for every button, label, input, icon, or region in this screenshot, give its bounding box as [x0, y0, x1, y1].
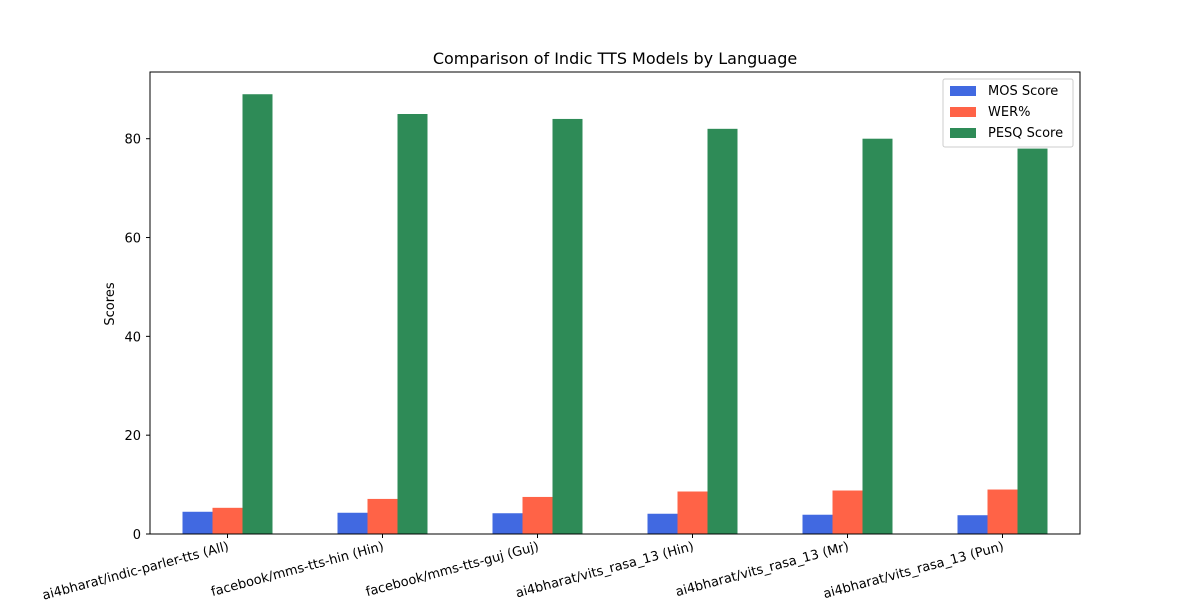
bar: [492, 513, 523, 534]
bar: [862, 138, 893, 535]
legend-swatch: [950, 107, 976, 117]
x-tick-label: facebook/mms-tts-guj (Guj): [364, 539, 540, 600]
chart-title: Comparison of Indic TTS Models by Langua…: [433, 49, 797, 68]
x-tick-label: ai4bharat/vits_rasa_13 (Pun): [822, 539, 1006, 600]
bar: [397, 114, 428, 534]
bar: [182, 511, 213, 534]
bar: [337, 512, 368, 534]
bar: [367, 498, 398, 534]
legend-swatch: [950, 128, 976, 138]
bar: [707, 128, 738, 534]
bar: [647, 513, 678, 534]
bar: [987, 489, 1018, 534]
y-tick-label: 0: [133, 528, 141, 543]
legend-label: MOS Score: [988, 84, 1058, 99]
bar: [802, 514, 833, 534]
legend: MOS Score WER% PESQ Score: [942, 78, 1074, 148]
x-tick-label: facebook/mms-tts-hin (Hin): [210, 539, 386, 600]
bar: [1017, 148, 1048, 534]
y-tick-label: 60: [124, 232, 141, 247]
x-tick-label: ai4bharat/vits_rasa_13 (Hin): [514, 539, 695, 600]
legend-label: PESQ Score: [988, 126, 1063, 141]
bar: [242, 94, 273, 534]
y-tick-label: 40: [124, 330, 141, 345]
y-tick-label: 80: [124, 133, 141, 148]
legend-label: WER%: [988, 105, 1030, 120]
bar: [832, 490, 863, 534]
bar: [522, 496, 553, 534]
y-axis-label: Scores: [103, 282, 118, 325]
bar: [677, 491, 708, 534]
bar: [957, 515, 988, 534]
x-tick-label: ai4bharat/indic-parler-tts (All): [41, 539, 231, 600]
bar: [212, 507, 243, 534]
bar: [552, 118, 583, 535]
axes-frame: [149, 71, 1081, 535]
y-tick-label: 20: [124, 429, 141, 444]
plot-area: 0 20 40 60 80 ai4bharat/indic-parler-tts (All…: [41, 71, 1081, 600]
legend-swatch: [950, 86, 976, 96]
